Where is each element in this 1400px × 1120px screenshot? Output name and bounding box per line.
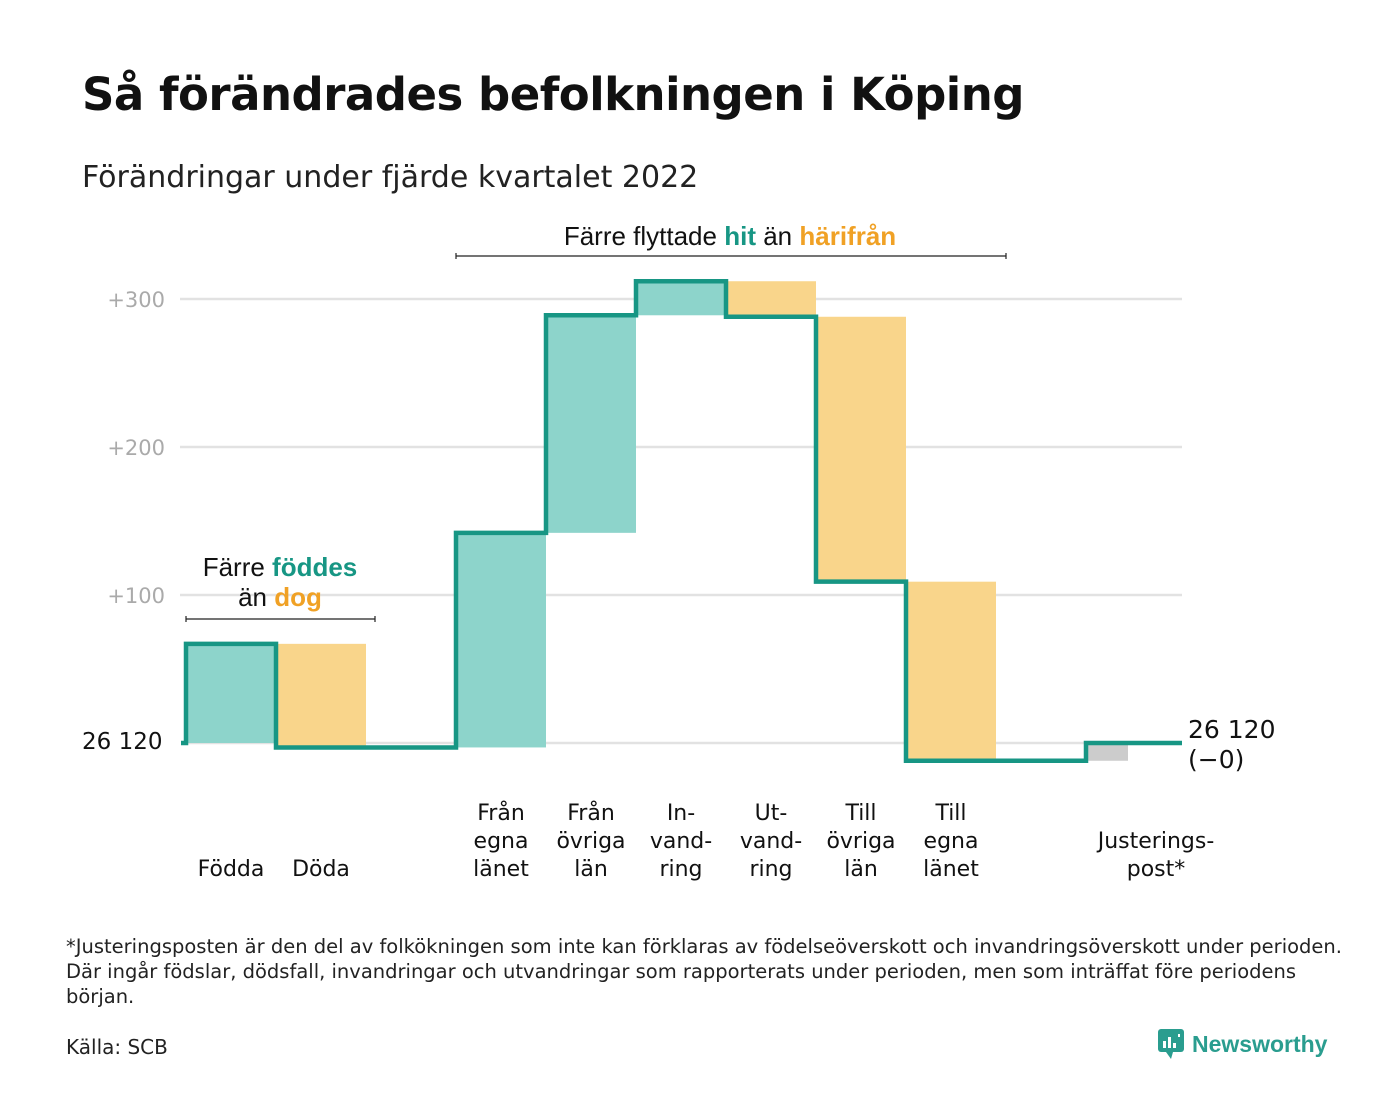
y-ticks: +300 +200 +100 — [107, 288, 165, 608]
start-value-label: 26 120 — [82, 729, 162, 755]
svg-text:än dog: än dog — [238, 582, 322, 612]
end-value-label: 26 120 — [1188, 715, 1275, 744]
category-label: länet — [923, 857, 979, 882]
annotation-births-word1: föddes — [272, 552, 357, 582]
category-label: Ut- — [755, 801, 788, 826]
category-label: In- — [667, 801, 695, 826]
bar — [816, 316, 906, 582]
bar — [726, 281, 816, 317]
category-label: vand- — [740, 829, 802, 854]
category-label: län — [574, 857, 608, 882]
y-tick-label: +100 — [107, 584, 165, 608]
category-label: egna — [924, 829, 979, 854]
category-label: egna — [474, 829, 529, 854]
annotation-moves: Färre flyttade hit än härifrån — [455, 221, 1007, 259]
annotation-moves-prefix: Färre flyttade — [564, 221, 724, 251]
brand-logo: Newsworthy — [1158, 1027, 1327, 1061]
end-change-label: (−0) — [1188, 745, 1244, 774]
category-label: Döda — [292, 857, 350, 882]
bars — [186, 281, 1128, 761]
newsworthy-logo-icon — [1158, 1029, 1184, 1059]
category-label: Till — [934, 801, 966, 826]
source-label: Källa: SCB — [66, 1035, 168, 1059]
annotation-births-line2-prefix: än — [238, 582, 274, 612]
y-tick-label: +200 — [107, 436, 165, 460]
bar — [1088, 743, 1128, 761]
category-label: Från — [567, 800, 615, 826]
category-label: län — [844, 857, 878, 882]
category-label: Till — [844, 801, 876, 826]
category-label: länet — [473, 857, 529, 882]
category-label: post* — [1127, 857, 1186, 882]
population-step-line — [181, 278, 1182, 764]
category-label: övriga — [556, 829, 625, 854]
bar — [276, 643, 366, 748]
bar — [456, 532, 546, 748]
annotation-births: Färre föddes än dog — [185, 552, 376, 622]
category-label: ring — [749, 857, 792, 882]
footnote: *Justeringsposten är den del av folkökni… — [66, 935, 1342, 1008]
brand-name: Newsworthy — [1192, 1030, 1328, 1057]
category-label: Justerings- — [1096, 829, 1215, 854]
bar — [546, 315, 636, 533]
bar — [636, 281, 726, 316]
annotation-moves-bracket — [455, 253, 1007, 259]
waterfall-chart: +300 +200 +100 Födda Döda Från egna länet Från ö… — [82, 221, 1275, 882]
step-line — [181, 278, 1182, 764]
chart-title: Så förändrades befolkningen i Köping — [82, 68, 1024, 121]
category-label: övriga — [826, 829, 895, 854]
category-label: Födda — [198, 857, 265, 882]
annotation-moves-word2: härifrån — [799, 221, 896, 251]
category-label: Från — [477, 800, 525, 826]
category-label: ring — [659, 857, 702, 882]
y-tick-label: +300 — [107, 288, 165, 312]
annotation-births-prefix: Färre — [203, 552, 272, 582]
chart-subtitle: Förändringar under fjärde kvartalet 2022 — [82, 160, 699, 195]
annotation-births-bracket — [185, 616, 376, 622]
svg-text:Färre flyttade hit än härifrån: Färre flyttade hit än härifrån — [564, 221, 896, 251]
annotation-moves-word1: hit — [724, 221, 756, 251]
annotation-moves-middle: än — [756, 221, 799, 251]
svg-text:Färre föddes: Färre föddes — [203, 552, 358, 582]
annotation-births-word2: dog — [274, 582, 322, 612]
category-label: vand- — [650, 829, 712, 854]
bar — [906, 581, 996, 761]
category-labels: Födda Döda Från egna länet Från övriga län In-va… — [198, 800, 1215, 882]
bar — [186, 643, 276, 743]
